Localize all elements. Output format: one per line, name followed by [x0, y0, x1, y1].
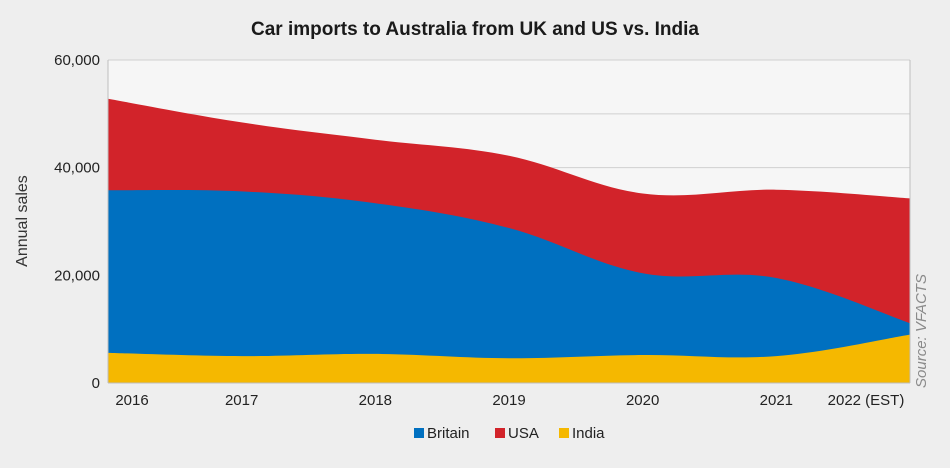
y-tick-label: 60,000 — [54, 52, 100, 69]
x-tick-label: 2016 — [115, 392, 148, 409]
legend-item-usa: USA — [495, 425, 539, 442]
source-label: Source: VFACTS — [913, 274, 930, 388]
x-tick-label: 2020 — [626, 392, 659, 409]
legend-swatch — [559, 428, 569, 438]
y-tick-label: 20,000 — [54, 267, 100, 284]
legend-item-india: India — [559, 425, 605, 442]
legend-swatch — [495, 428, 505, 438]
y-axis-label: Annual sales — [14, 175, 31, 267]
axes: 0 20,000 40,000 60,000 2016 2017 2018 2019 2020 2… — [54, 52, 911, 409]
area-india — [108, 334, 910, 383]
legend-swatch — [414, 428, 424, 438]
legend-item-britain: Britain — [414, 425, 470, 442]
legend-label: Britain — [427, 425, 470, 442]
legend-label: USA — [508, 425, 539, 442]
y-tick-label: 0 — [92, 375, 100, 392]
legend: Britain USA India — [414, 425, 605, 442]
x-tick-label: 2017 — [225, 392, 258, 409]
area-britain — [108, 190, 910, 383]
y-tick-label: 40,000 — [54, 160, 100, 177]
legend-label: India — [572, 425, 605, 442]
x-tick-label: 2022 (EST) — [828, 392, 905, 409]
x-tick-label: 2018 — [359, 392, 392, 409]
area-series — [108, 98, 910, 383]
chart-title: Car imports to Australia from UK and US … — [251, 19, 699, 40]
x-tick-label: 2019 — [492, 392, 525, 409]
x-tick-label: 2021 — [760, 392, 793, 409]
